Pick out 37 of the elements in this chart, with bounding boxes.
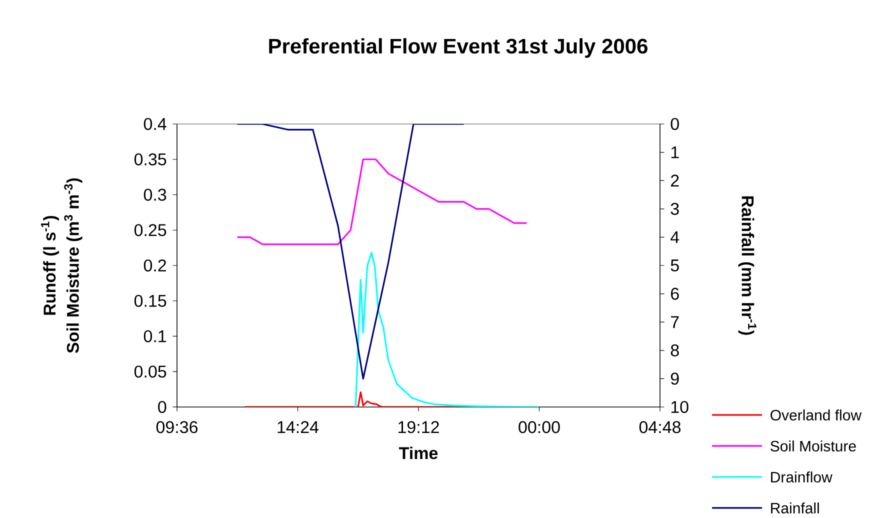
y2-axis-title: Rainfall (mm hr$^{-1}$)	[738, 196, 756, 335]
x-tick-label: 04:48	[639, 421, 681, 434]
chart-title: Preferential Flow Event 31st July 2006	[269, 38, 648, 58]
y-tick-label: 0.35	[134, 153, 166, 166]
y2-tick-label: 9	[670, 372, 679, 385]
x-tick-label: 19:12	[398, 421, 439, 434]
y-tick-label: 0.2	[144, 259, 166, 272]
y-axis-title: Soil Moisture (m$^{3}$ m$^{-3}$)	[64, 178, 82, 353]
x-axis-title: Time	[399, 446, 438, 460]
y-tick-label: 0	[158, 400, 166, 414]
y2-tick-label: 4	[670, 231, 680, 244]
line-series	[354, 252, 540, 407]
y2-tick-label: 6	[671, 288, 679, 300]
legend-label: Drainflow	[771, 471, 832, 482]
y-tick-label: 0.25	[134, 224, 166, 236]
y2-tick-label: 7	[671, 316, 679, 328]
legend-label: Rainfall	[771, 502, 819, 514]
line-series	[244, 391, 458, 407]
legend-label: Soil Moisture	[770, 440, 856, 452]
y2-tick-label: 2	[671, 174, 679, 187]
text: Runoff (l s$^{-1}$)	[41, 216, 59, 315]
y2-tick-label: 0	[670, 118, 679, 130]
y2-tick-label: 3	[670, 202, 679, 215]
x-tick-label: 14:24	[278, 421, 319, 433]
y-tick-label: 0.05	[134, 366, 166, 378]
y-tick-label: 0.4	[144, 118, 166, 130]
y2-tick-label: 5	[670, 260, 679, 272]
y2-tick-label: 8	[670, 344, 679, 356]
y-tick-label: 0.15	[134, 294, 166, 307]
y-tick-label: 0.3	[144, 188, 166, 201]
x-tick-label: 00:00	[518, 421, 560, 434]
y2-tick-label: 1	[671, 146, 679, 158]
legend-label: Overland flow	[770, 409, 862, 420]
y2-tick-label: 10	[671, 400, 688, 414]
y-tick-label: 0.1	[144, 330, 166, 342]
x-tick-label: 09:36	[156, 421, 198, 434]
line-series	[236, 158, 528, 246]
